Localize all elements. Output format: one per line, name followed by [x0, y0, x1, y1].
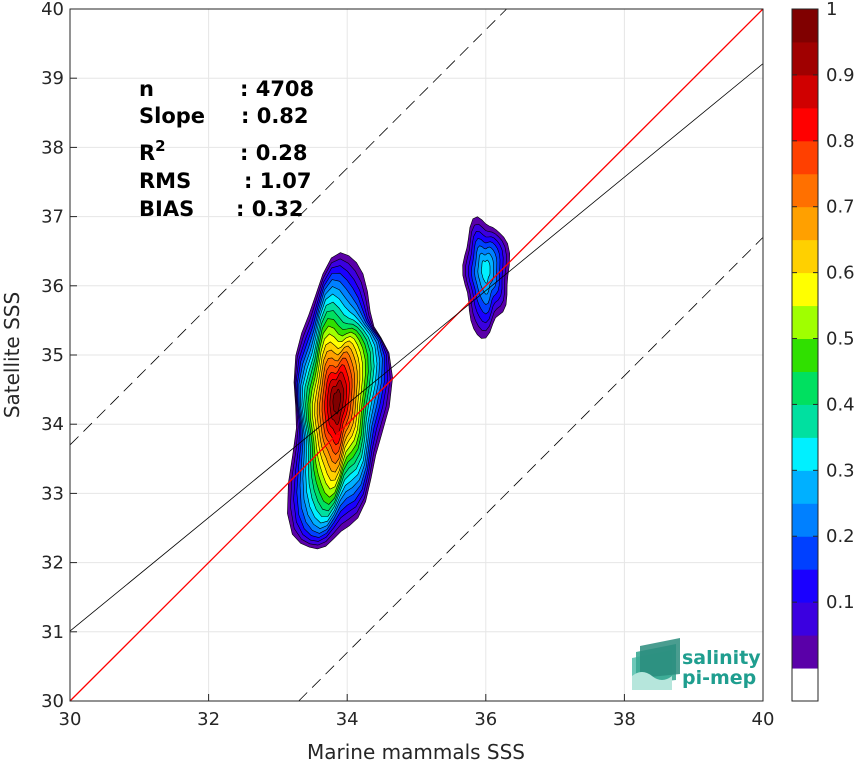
y-tick-label: 35	[41, 345, 64, 366]
colorbar-frame	[791, 8, 819, 702]
colorbar-band	[792, 41, 818, 76]
y-axis-label: Satellite SSS	[0, 292, 24, 418]
density-level	[481, 259, 491, 284]
y-tick-label: 39	[41, 68, 64, 89]
colorbar-band	[792, 305, 818, 340]
stat-value: : 4708	[240, 77, 314, 101]
colorbar-band	[792, 602, 818, 636]
y-tick-label: 37	[41, 207, 64, 228]
colorbar-tick-label: 0.4	[826, 394, 855, 415]
colorbar-band	[792, 74, 818, 109]
colorbar-band	[792, 437, 818, 471]
y-tick-label: 30	[41, 691, 64, 712]
logo-text-line2: pi-mep	[682, 667, 756, 689]
stat-label: Slope	[139, 104, 205, 128]
colorbar-tick-label: 0.9	[826, 65, 855, 86]
x-tick-label: 30	[59, 709, 82, 730]
colorbar-band	[792, 635, 818, 669]
colorbar-band	[792, 206, 818, 241]
y-tick-label: 38	[41, 137, 64, 158]
axis-ticks: 30 32 34 36 38 40 30 31 32 33 34 35 36 37 38 39 40	[41, 0, 774, 730]
colorbar-tick-label: 0.3	[826, 460, 855, 481]
colorbar: 0.1 0.2 0.3 0.4 0.5 0.6 0.7 0.8 0.9 1	[791, 0, 855, 702]
stat-label: n	[139, 77, 154, 101]
stat-label: BIAS	[139, 197, 194, 221]
colorbar-tick-label: 0.2	[826, 526, 855, 547]
colorbar-band	[792, 503, 818, 537]
colorbar-tick-label: 0.1	[826, 592, 855, 613]
logo-wave-icon	[632, 638, 680, 690]
x-tick-label: 40	[752, 709, 775, 730]
stat-value: : 0.32	[236, 197, 304, 221]
colorbar-band	[792, 536, 818, 570]
colorbar-band	[792, 404, 818, 438]
density-contours	[287, 216, 511, 550]
colorbar-tick-label: 0.5	[826, 329, 855, 350]
colorbar-tick-label: 0.8	[826, 131, 855, 152]
colorbar-band	[792, 272, 818, 307]
offset-upper-line	[69, 8, 507, 446]
stat-value: : 0.28	[240, 141, 308, 165]
colorbar-tick-label: 0.7	[826, 197, 855, 218]
colorbar-band	[792, 470, 818, 504]
reference-lines	[69, 8, 764, 702]
y-tick-label: 40	[41, 0, 64, 20]
colorbar-band	[792, 140, 818, 175]
colorbar-tick-label: 1	[826, 0, 837, 20]
x-tick-label: 36	[474, 709, 497, 730]
logo-text-line1: salinity	[682, 647, 761, 669]
x-tick-label: 38	[613, 709, 636, 730]
stat-value: : 1.07	[244, 169, 312, 193]
colorbar-white-band	[792, 668, 818, 701]
stat-label: RMS	[139, 169, 191, 193]
y-tick-label: 34	[41, 414, 64, 435]
stats-box: n : 4708 Slope : 0.82 R2 : 0.28 RMS : 1.07 BIAS:…	[139, 77, 314, 221]
colorbar-band	[792, 569, 818, 603]
y-tick-label: 36	[41, 276, 64, 297]
density-level	[332, 388, 341, 415]
stat-label: R2	[139, 137, 166, 165]
colorbar-band	[792, 9, 818, 43]
colorbar-tick-label: 0.6	[826, 263, 855, 284]
x-tick-label: 34	[336, 709, 359, 730]
y-tick-label: 32	[41, 553, 64, 574]
stat-value: : 0.82	[241, 104, 309, 128]
y-tick-label: 31	[41, 622, 64, 643]
colorbar-band	[792, 371, 818, 405]
y-tick-label: 33	[41, 483, 64, 504]
colorbar-band	[792, 239, 818, 274]
x-tick-label: 32	[197, 709, 220, 730]
colorbar-band	[792, 107, 818, 142]
colorbar-band	[792, 338, 818, 372]
x-axis-label: Marine mammals SSS	[307, 740, 525, 764]
salinity-pimep-logo: salinity pi-mep	[632, 638, 761, 690]
colorbar-band	[792, 173, 818, 208]
offset-lower-line	[298, 237, 764, 702]
regression-line	[69, 63, 764, 632]
identity-line	[69, 8, 764, 702]
